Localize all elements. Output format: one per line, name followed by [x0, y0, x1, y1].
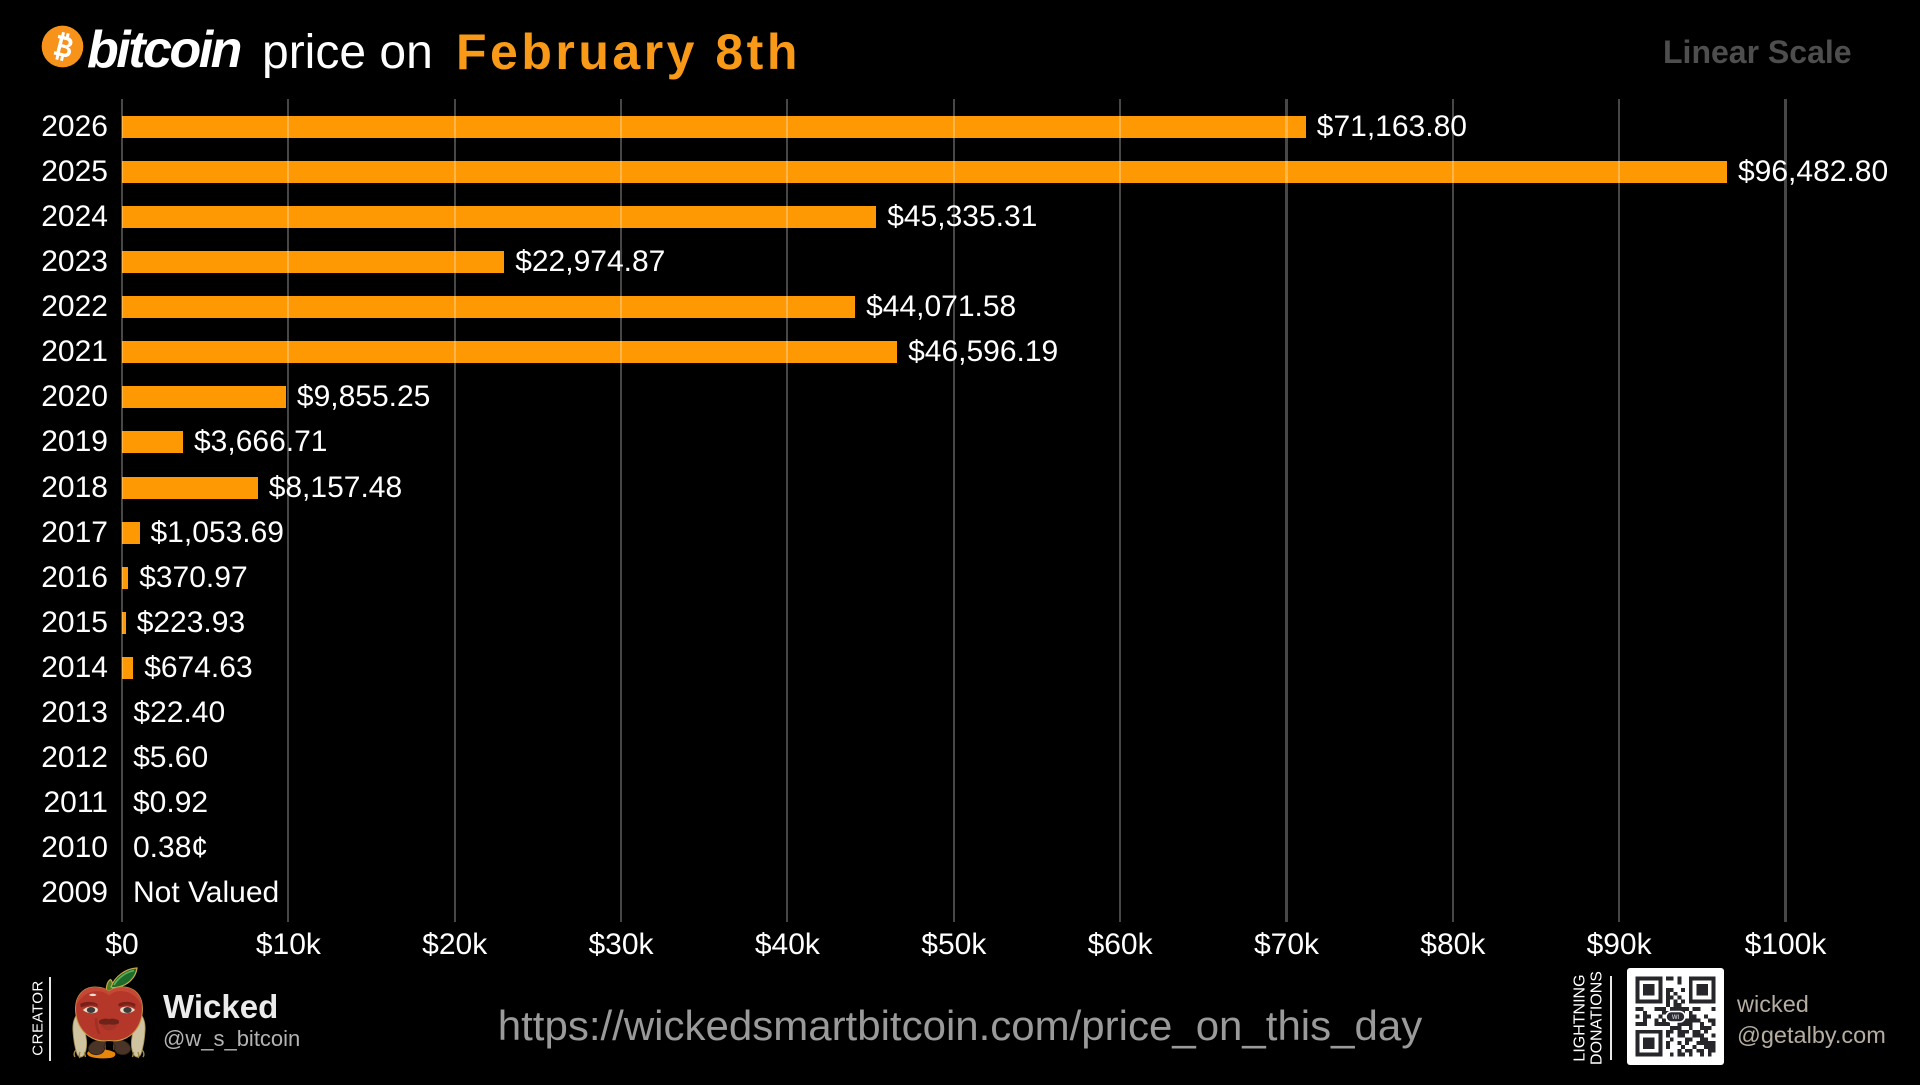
svg-text:WI: WI	[1672, 1015, 1680, 1021]
